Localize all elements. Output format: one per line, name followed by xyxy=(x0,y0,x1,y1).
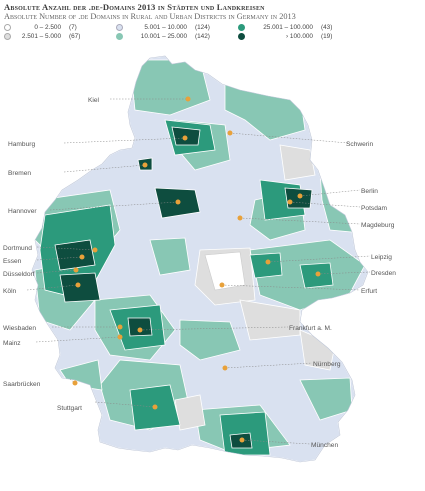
leader-lines xyxy=(26,98,371,445)
city-label-saarbruecken: Saarbrücken xyxy=(3,381,41,388)
legend-range-4: 25.001 – 100.000 xyxy=(263,24,313,31)
legend-swatch-2 xyxy=(116,24,123,31)
legend-swatch-5 xyxy=(238,33,245,40)
map-subtitle: Absolute Number of .de Domains in Rural … xyxy=(4,12,296,21)
city-label-hamburg: Hamburg xyxy=(8,141,35,148)
map-shape xyxy=(31,55,369,463)
city-label-duesseldorf: Düsseldorf xyxy=(3,271,35,278)
legend-item-5: › 100.000 (19) xyxy=(238,33,332,40)
legend-count-1: (67) xyxy=(69,33,81,40)
city-label-leipzig: Leipzig xyxy=(371,254,392,261)
city-label-koeln: Köln xyxy=(3,288,17,295)
legend-count-5: (19) xyxy=(321,33,333,40)
legend-swatch-3 xyxy=(116,33,123,40)
city-label-kiel: Kiel xyxy=(88,97,100,104)
city-label-wiesbaden: Wiesbaden xyxy=(3,325,36,332)
city-label-potsdam: Potsdam xyxy=(361,205,388,212)
legend-count-3: (142) xyxy=(195,33,210,40)
city-label-dresden: Dresden xyxy=(371,270,396,277)
legend-count-4: (43) xyxy=(321,24,333,31)
legend-item-2: 5.001 – 10.000 (124) xyxy=(116,24,210,31)
city-label-schwerin: Schwerin xyxy=(346,141,373,148)
city-label-erfurt: Erfurt xyxy=(361,288,377,295)
city-label-mainz: Mainz xyxy=(3,340,21,347)
districts-0-2500 xyxy=(204,251,246,291)
legend-item-4: 25.001 – 100.000 (43) xyxy=(238,24,332,31)
city-labels: Kiel Hamburg Schwerin Bremen Berlin Pots… xyxy=(3,97,396,449)
city-label-magdeburg: Magdeburg xyxy=(361,222,395,229)
city-label-essen: Essen xyxy=(3,258,22,265)
city-label-bremen: Bremen xyxy=(8,170,31,177)
city-label-nuernberg: Nürnberg xyxy=(313,361,341,368)
legend-range-2: 5.001 – 10.000 xyxy=(144,24,187,31)
legend-item-1: 2.501 – 5.000 (67) xyxy=(4,33,80,40)
district-fills xyxy=(34,59,366,456)
legend-range-1: 2.501 – 5.000 xyxy=(21,33,61,40)
city-label-hannover: Hannover xyxy=(8,208,37,215)
legend-range-0: 0 – 2.500 xyxy=(34,24,61,31)
country-border xyxy=(31,55,369,463)
legend-swatch-0 xyxy=(4,24,11,31)
city-label-dortmund: Dortmund xyxy=(3,245,32,252)
legend-swatch-1 xyxy=(4,33,11,40)
city-label-berlin: Berlin xyxy=(361,188,378,195)
city-markers xyxy=(72,96,321,443)
map-title: Absolute Anzahl der .de-Domains 2013 in … xyxy=(4,2,265,12)
legend-count-0: (7) xyxy=(69,24,77,31)
germany-choropleth-map: Kiel Hamburg Schwerin Bremen Berlin Pots… xyxy=(3,55,396,463)
legend-swatch-4 xyxy=(238,24,245,31)
legend-count-2: (124) xyxy=(195,24,210,31)
legend-range-5: › 100.000 xyxy=(285,33,313,40)
city-label-stuttgart: Stuttgart xyxy=(57,405,82,412)
city-label-frankfurt: Frankfurt a. M. xyxy=(289,325,332,332)
legend-item-0: 0 – 2.500 (7) xyxy=(4,24,77,31)
legend-range-3: 10.001 – 25.000 xyxy=(140,33,187,40)
city-label-muenchen: München xyxy=(311,442,338,449)
legend-item-3: 10.001 – 25.000 (142) xyxy=(116,33,210,40)
